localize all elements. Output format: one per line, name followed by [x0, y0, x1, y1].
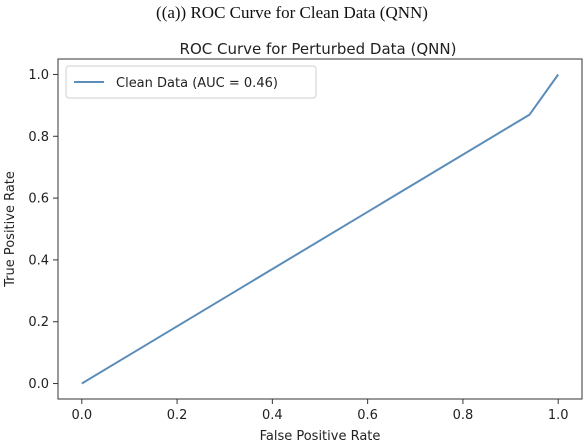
- y-axis: 0.0 0.2 0.4 0.6 0.8 1.0: [28, 68, 58, 392]
- series-line-0: [81, 73, 560, 385]
- x-tick-label: 0.4: [262, 408, 283, 423]
- plot-area: [57, 58, 583, 400]
- legend-label: Clean Data (AUC = 0.46): [116, 76, 278, 91]
- legend-box: [65, 65, 317, 99]
- y-tick-label: 0.0: [28, 377, 49, 392]
- y-tick-label: 1.0: [28, 68, 49, 83]
- y-tick-label: 0.8: [28, 130, 49, 145]
- legend: Clean Data (AUC = 0.46): [65, 65, 317, 99]
- x-tick-label: 0.0: [71, 408, 92, 423]
- y-tick-label: 0.4: [28, 253, 49, 268]
- chart-title: ROC Curve for Perturbed Data (QNN): [180, 40, 457, 58]
- figure-caption: ((a)) ROC Curve for Clean Data (QNN): [156, 3, 428, 22]
- y-tick-label: 0.6: [28, 192, 49, 207]
- x-axis-label: False Positive Rate: [260, 429, 381, 444]
- series-layer: [81, 73, 560, 385]
- x-tick-label: 1.0: [548, 408, 569, 423]
- x-axis: 0.0 0.2 0.4 0.6 0.8 1.0: [71, 399, 569, 423]
- x-tick-label: 0.6: [357, 408, 378, 423]
- y-axis-label: True Positive Rate: [3, 171, 18, 288]
- x-tick-label: 0.2: [167, 408, 188, 423]
- x-tick-label: 0.8: [453, 408, 474, 423]
- y-tick-label: 0.2: [28, 315, 49, 330]
